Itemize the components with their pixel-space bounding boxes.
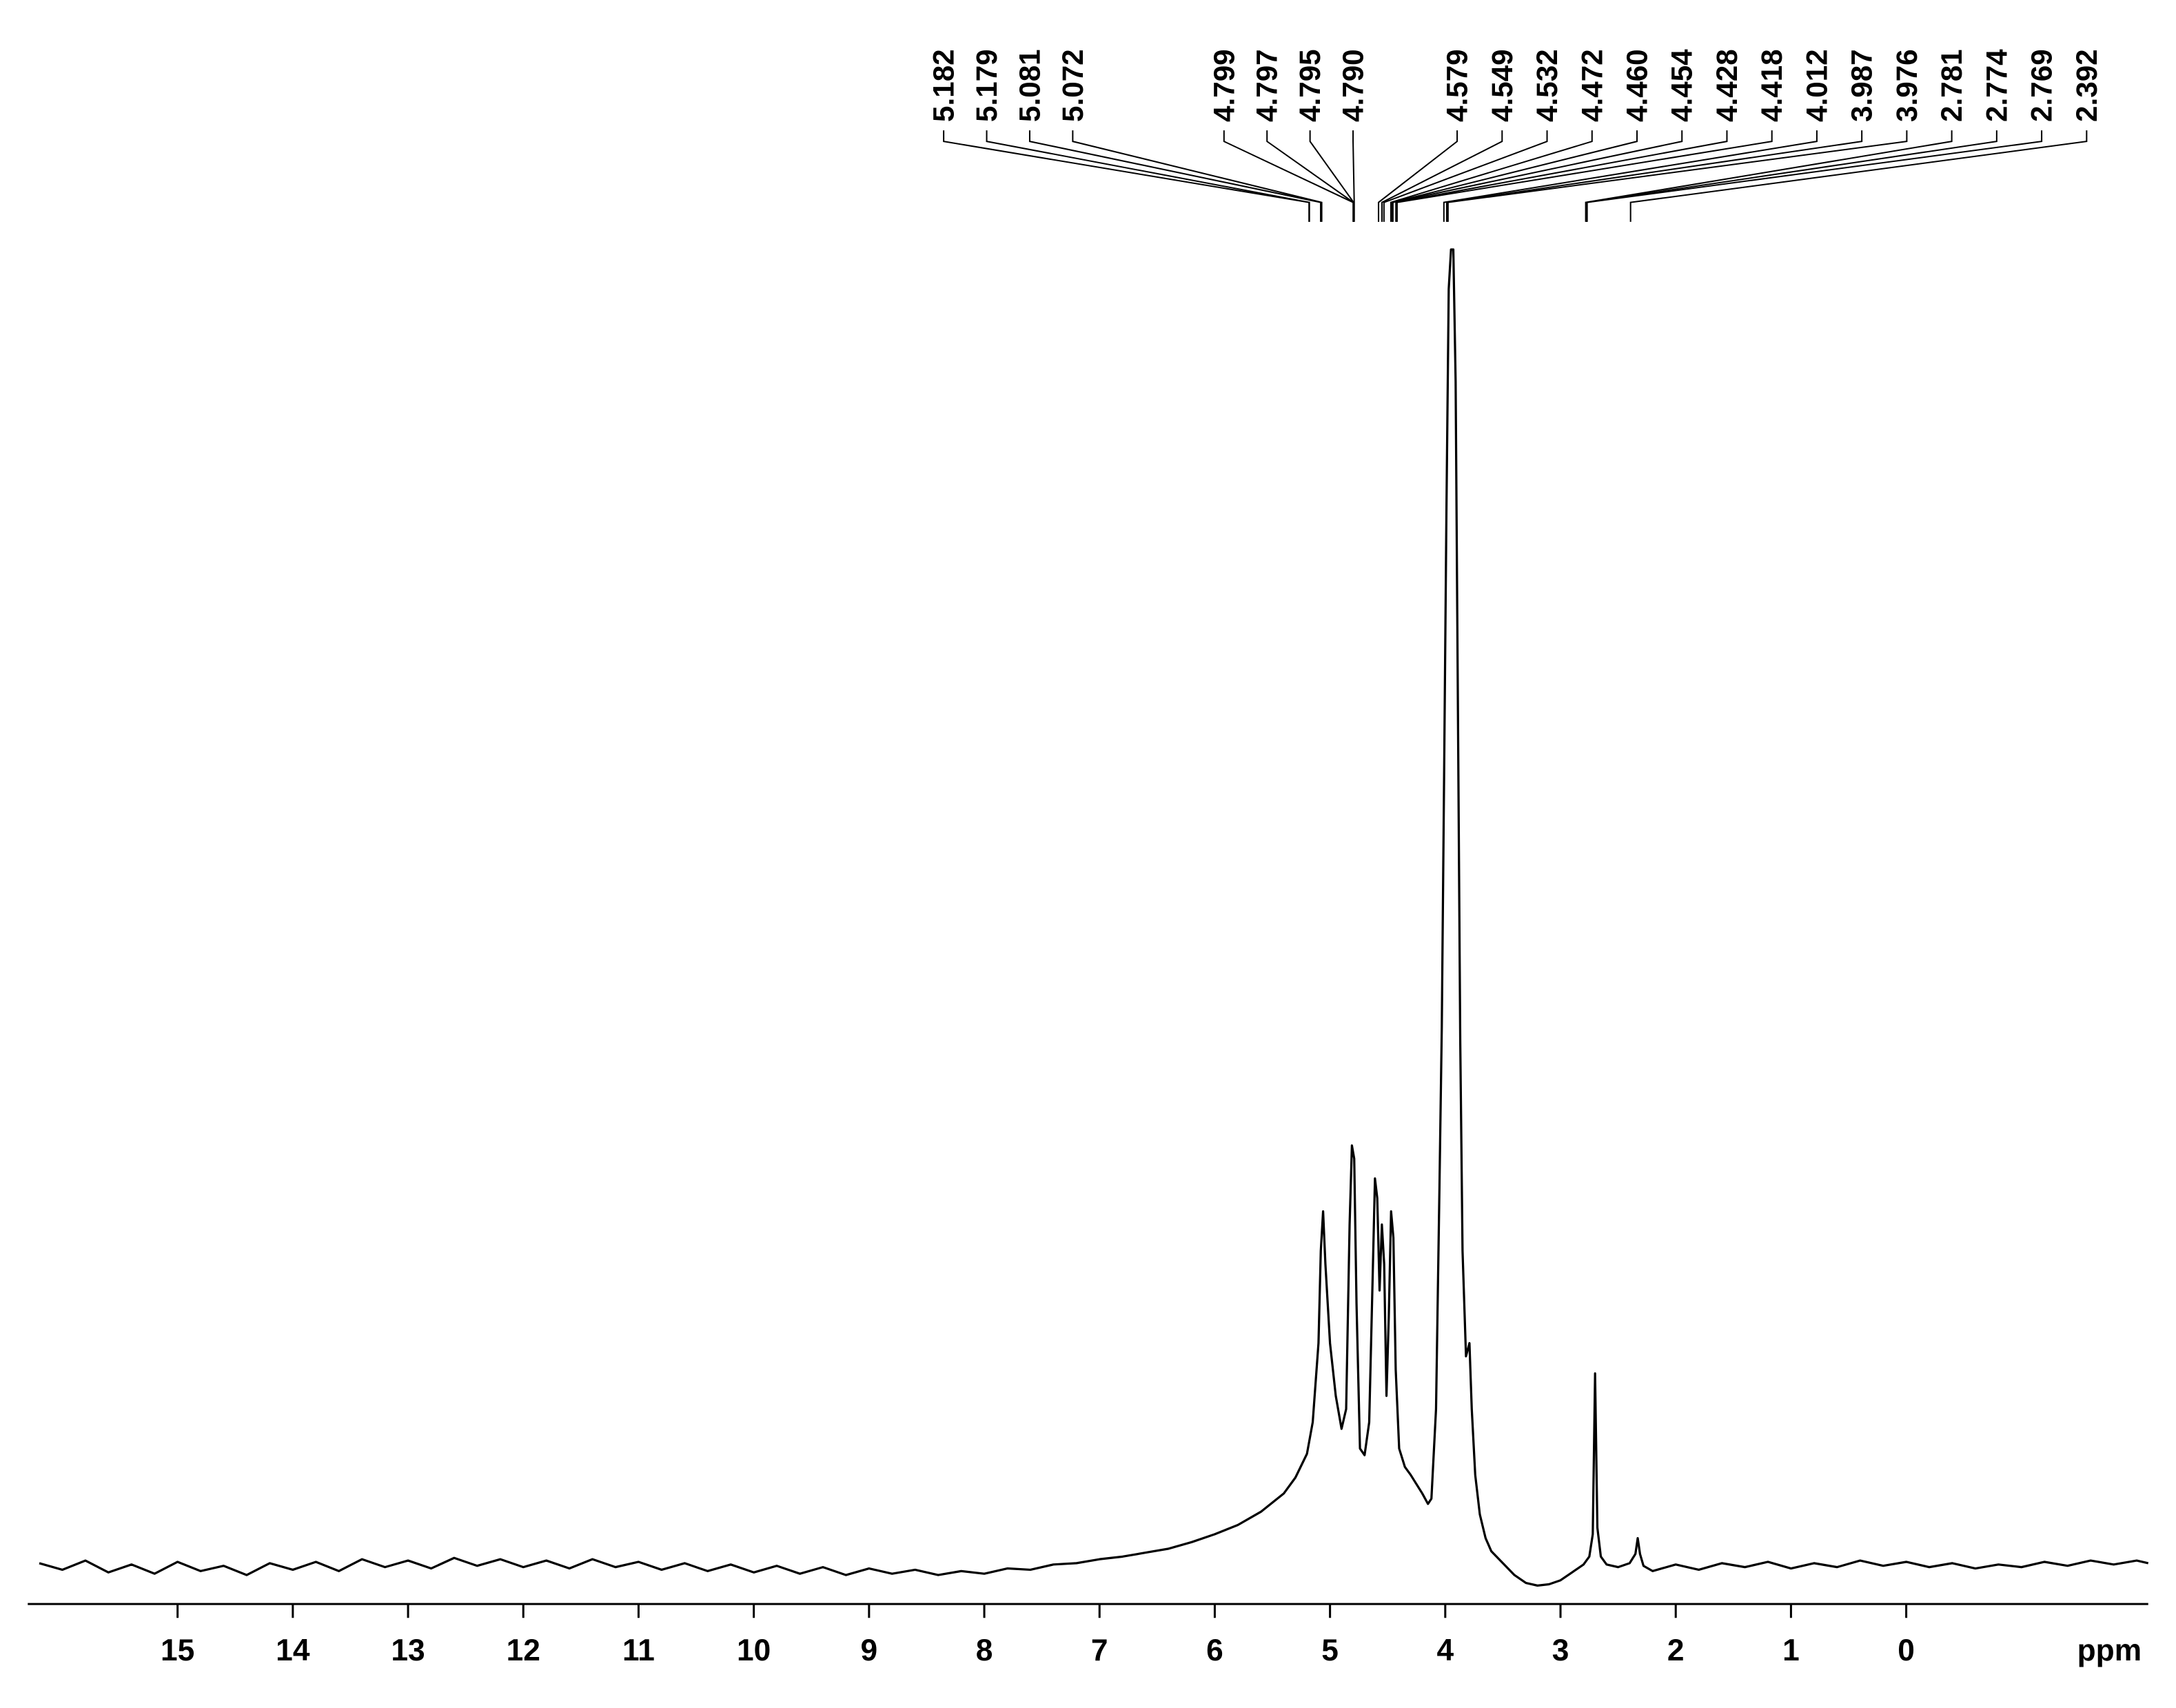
peak-label: 3.987 [1846, 49, 1878, 122]
peak-label: 4.795 [1294, 49, 1326, 122]
peak-leader [1585, 130, 1953, 222]
peak-label: 5.081 [1013, 49, 1046, 122]
peak-label: 4.460 [1620, 49, 1653, 122]
spectrum-line [39, 248, 2149, 1587]
x-tick-label: 6 [1206, 1634, 1223, 1667]
x-tick-label: 2 [1667, 1634, 1685, 1667]
peak-label: 4.418 [1756, 49, 1788, 122]
peak-leader [1072, 130, 1323, 222]
peak-leader [1383, 130, 1548, 222]
x-tick-label: 14 [276, 1634, 310, 1667]
peak-label: 2.769 [2026, 49, 2058, 122]
x-tick-label: 0 [1898, 1634, 1915, 1667]
peak-label: 4.012 [1800, 49, 1833, 122]
peak-label: 4.549 [1486, 49, 1518, 122]
peak-label: 4.532 [1531, 49, 1563, 122]
peak-leader [1445, 130, 1863, 222]
peak-label: 4.797 [1251, 49, 1283, 122]
peak-leader [1377, 130, 1458, 222]
x-tick-label: 1 [1782, 1634, 1800, 1667]
x-tick-label: 10 [737, 1634, 771, 1667]
x-tick-label: 3 [1552, 1634, 1569, 1667]
peak-leader [1352, 130, 1355, 222]
peak-label: 2.392 [2071, 49, 2103, 122]
x-tick-label: 15 [161, 1634, 194, 1667]
peak-leader [1396, 130, 1773, 222]
peak-leader [1629, 130, 2088, 222]
peak-label: 2.781 [1935, 49, 1968, 122]
peak-label: 4.472 [1576, 49, 1608, 122]
peak-label: 4.799 [1208, 49, 1240, 122]
peak-leader [1381, 130, 1503, 222]
peak-label: 4.454 [1666, 49, 1698, 122]
peak-leader [1266, 130, 1354, 222]
peak-label: 5.182 [928, 49, 960, 122]
peak-label: 4.428 [1711, 49, 1743, 122]
peak-leader [1390, 130, 1593, 222]
x-tick-label: 13 [391, 1634, 425, 1667]
x-tick-label: 9 [861, 1634, 878, 1667]
x-tick-label: 11 [622, 1634, 655, 1667]
peak-label: 2.774 [1980, 49, 2013, 122]
x-tick-label: 12 [507, 1634, 540, 1667]
peak-leader [986, 130, 1310, 222]
peak-label: 4.579 [1441, 49, 1474, 122]
peak-label: 3.976 [1891, 49, 1923, 122]
peak-leader [1392, 130, 1683, 222]
peak-leader [1447, 130, 1908, 222]
peak-leader [1028, 130, 1322, 222]
peak-leader [1223, 130, 1354, 222]
peak-label: 4.790 [1337, 49, 1370, 122]
peak-leader [1395, 130, 1728, 222]
x-tick-label: 7 [1091, 1634, 1108, 1667]
peak-leader [1443, 130, 1818, 222]
x-tick-label: 5 [1321, 1634, 1339, 1667]
x-tick-label: 4 [1436, 1634, 1454, 1667]
peak-label: 5.179 [970, 49, 1003, 122]
peak-leader [1586, 130, 2043, 222]
x-tick-label: 8 [976, 1634, 993, 1667]
x-axis-label: ppm [2077, 1634, 2142, 1667]
peak-label: 5.072 [1057, 49, 1089, 122]
